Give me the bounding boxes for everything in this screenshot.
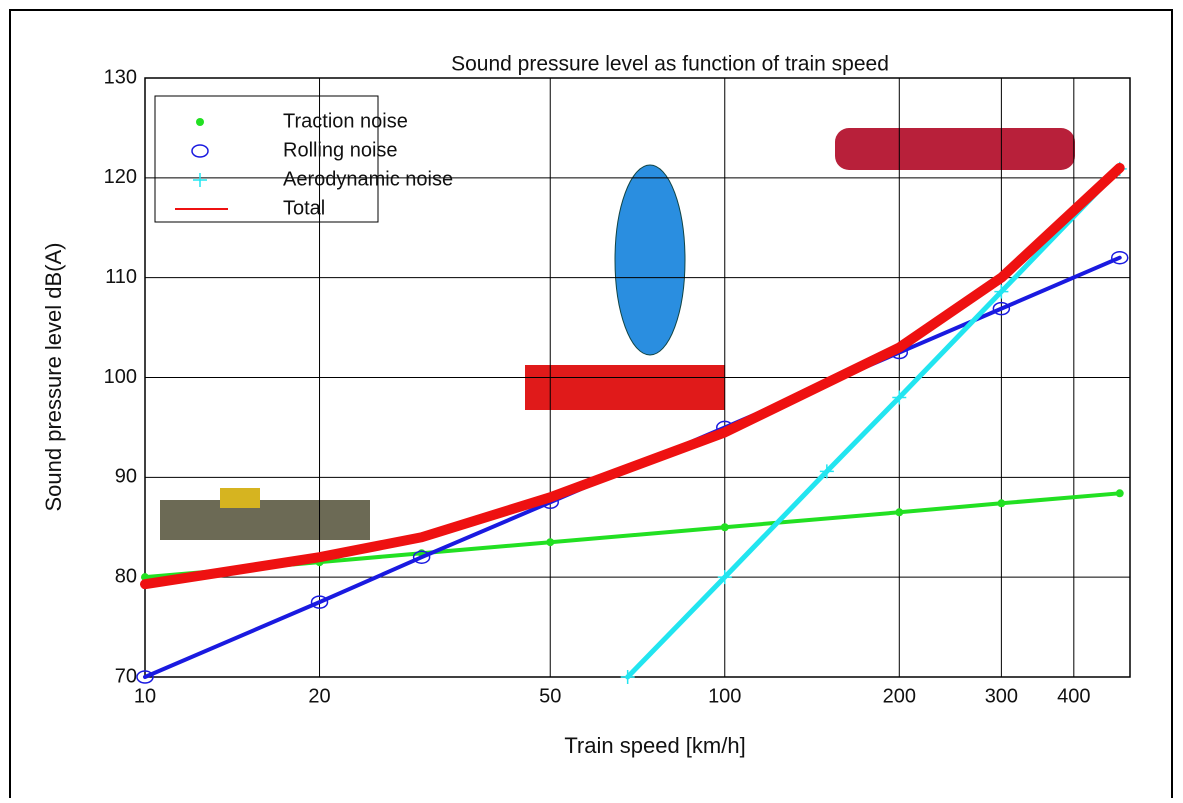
data-point — [1115, 489, 1124, 498]
frame — [9, 9, 1173, 803]
data-point — [994, 284, 1009, 299]
chart-title: Sound pressure level as function of trai… — [451, 53, 889, 76]
legend-label: Total — [283, 197, 325, 219]
x-tick-label: 300 — [985, 685, 1018, 707]
series-line — [625, 166, 1123, 680]
data-point — [892, 390, 907, 405]
data-point — [717, 570, 732, 585]
y-tick-label: 70 — [115, 665, 137, 687]
y-tick-label: 110 — [105, 266, 137, 288]
x-axis-label: Train speed [km/h] — [564, 733, 745, 758]
series-line — [140, 162, 1125, 590]
x-tick-label: 20 — [308, 685, 330, 707]
x-tick-label: 50 — [539, 685, 561, 707]
y-tick-label: 120 — [104, 166, 137, 188]
legend-swatch — [196, 118, 204, 126]
data-point — [819, 464, 834, 479]
illustrations — [160, 128, 1075, 540]
data-point — [895, 508, 904, 517]
locomotive — [160, 500, 370, 540]
y-tick-label: 90 — [115, 466, 137, 488]
series-line — [143, 491, 1122, 580]
y-tick-label: 130 — [104, 66, 137, 88]
data-point — [620, 670, 635, 684]
legend-swatch — [193, 173, 207, 187]
legend-label: Rolling noise — [283, 139, 398, 161]
legend-swatch — [191, 144, 209, 158]
y-tick-label: 80 — [115, 565, 137, 587]
data-point — [136, 670, 154, 684]
rail — [525, 365, 725, 410]
y-tick-label: 100 — [104, 366, 137, 388]
legend — [154, 95, 379, 223]
legend-label: Traction noise — [283, 110, 408, 132]
x-tick-label: 10 — [134, 685, 156, 707]
x-tick-label: 100 — [708, 685, 741, 707]
data-point — [546, 538, 555, 547]
data-point — [720, 523, 729, 532]
data-point — [310, 595, 329, 609]
y-axis-label: Sound pressure level dB(A) — [41, 242, 66, 511]
x-tick-label: 400 — [1057, 685, 1090, 707]
x-tick-label: 200 — [883, 685, 916, 707]
legend-label: Aerodynamic noise — [283, 168, 453, 190]
data-point — [412, 550, 431, 564]
high-speed-train — [835, 128, 1075, 170]
locomotive-cab — [220, 488, 260, 508]
data-point — [997, 499, 1006, 508]
wheel — [614, 164, 686, 356]
data-point — [1110, 250, 1129, 265]
data-point — [992, 301, 1011, 316]
